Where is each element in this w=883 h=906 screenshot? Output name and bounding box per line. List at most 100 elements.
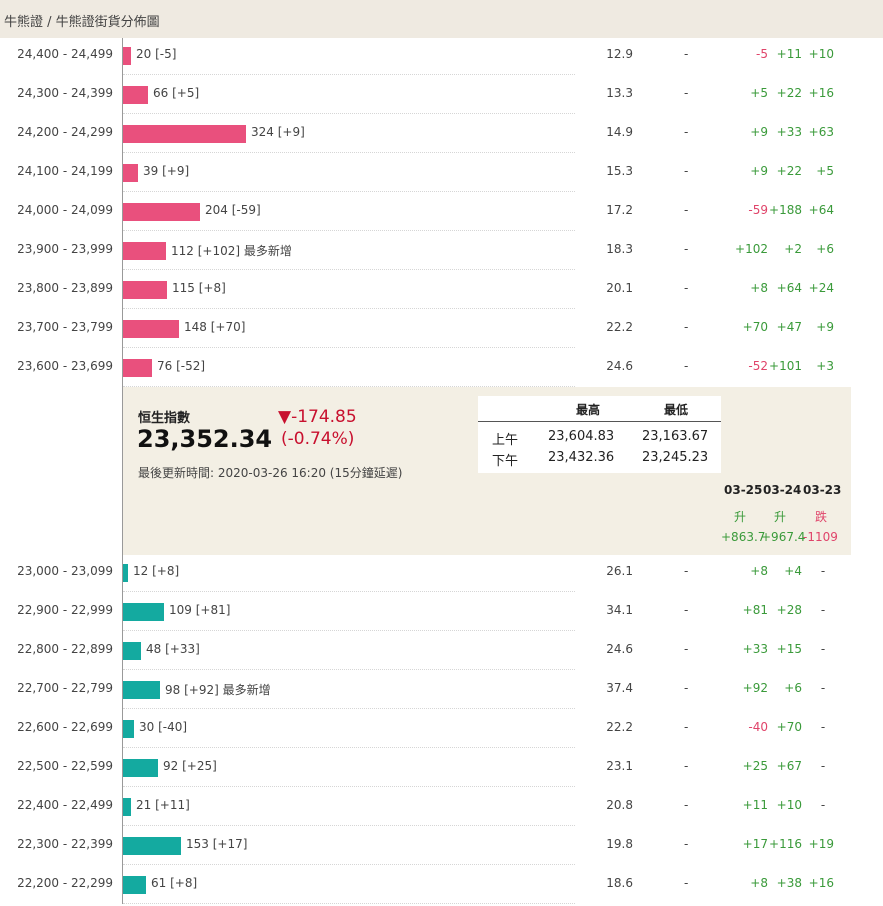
pm-label: 下午 (492, 454, 519, 469)
change-day-1: +25 (742, 759, 768, 773)
bull-bar[interactable] (123, 281, 167, 299)
bar-label: 115 [+8] (172, 281, 226, 295)
bar-label: 153 [+17] (186, 837, 247, 851)
table-row: 24,200 - 24,299 324 [+9] 14.9 - +9 +33 +63 (0, 116, 883, 155)
change-day-2: +4 (784, 564, 802, 578)
most-added-tag: 最多新增 (222, 683, 271, 697)
bar-label: 61 [+8] (151, 876, 197, 890)
ratio-value: 22.2 (606, 720, 633, 734)
ratio-value: 22.2 (606, 320, 633, 334)
day-date-1: 03-25 (724, 483, 763, 497)
strike-range: 22,700 - 22,799 (17, 681, 113, 695)
table-row: 22,200 - 22,299 61 [+8] 18.6 - +8 +38 +16 (0, 867, 883, 906)
table-row: 23,000 - 23,099 12 [+8] 26.1 - +8 +4 - (0, 555, 883, 594)
row-divider (123, 630, 575, 631)
change-day-1: +17 (742, 837, 768, 851)
row-divider (123, 669, 575, 670)
bar-label: 20 [-5] (136, 47, 176, 61)
ratio-value: 24.6 (606, 359, 633, 373)
row-divider (123, 230, 575, 231)
table-row: 24,300 - 24,399 66 [+5] 13.3 - +5 +22 +16 (0, 77, 883, 116)
change-day-3: +63 (808, 125, 834, 139)
empty-value: - (684, 242, 689, 256)
empty-value: - (684, 164, 689, 178)
table-row: 23,800 - 23,899 115 [+8] 20.1 - +8 +64 +24 (0, 272, 883, 311)
change-day-3: - (820, 642, 826, 656)
bull-bar[interactable] (123, 125, 246, 143)
ratio-value: 20.1 (606, 281, 633, 295)
bear-bar[interactable] (123, 564, 128, 582)
am-high: 23,604.83 (548, 429, 615, 444)
ratio-value: 24.6 (606, 642, 633, 656)
ratio-value: 12.9 (606, 47, 633, 61)
table-row: 24,100 - 24,199 39 [+9] 15.3 - +9 +22 +5 (0, 155, 883, 194)
strike-range: 24,400 - 24,499 (17, 47, 113, 61)
bar-value-label: 92 [+25] (163, 759, 217, 773)
empty-value: - (684, 681, 689, 695)
empty-value: - (684, 86, 689, 100)
bull-bar[interactable] (123, 242, 166, 260)
high-low-table: 最高 最低 上午 23,604.83 23,163.67 下午 23,432.3… (478, 396, 721, 473)
ratio-value: 19.8 (606, 837, 633, 851)
index-panel: 恒生指數 23,352.34 ▼-174.85 (-0.74%) 最後更新時間:… (123, 387, 851, 555)
ratio-value: 13.3 (606, 86, 633, 100)
table-row: 24,400 - 24,499 20 [-5] 12.9 - -5 +11 +10 (0, 38, 883, 77)
bar-label: 76 [-52] (157, 359, 205, 373)
change-day-1: +92 (742, 681, 768, 695)
change-day-2: +6 (784, 681, 802, 695)
bear-bar[interactable] (123, 681, 160, 699)
table-row: 22,700 - 22,799 98 [+92] 最多新增 37.4 - +92 +6 - (0, 672, 883, 711)
bar-label: 112 [+102] 最多新增 (171, 242, 292, 259)
change-day-3: +16 (808, 876, 834, 890)
day-date-3: 03-23 (803, 483, 842, 497)
bear-bar[interactable] (123, 603, 164, 621)
change-day-2: +47 (776, 320, 802, 334)
row-divider (123, 864, 575, 865)
bull-bar[interactable] (123, 203, 200, 221)
bull-bar[interactable] (123, 47, 131, 65)
change-day-1: +81 (742, 603, 768, 617)
change-day-1: +8 (750, 876, 768, 890)
bear-bar[interactable] (123, 837, 181, 855)
bar-value-label: 153 [+17] (186, 837, 248, 851)
row-divider (123, 747, 575, 748)
strike-range: 24,300 - 24,399 (17, 86, 113, 100)
bear-bar[interactable] (123, 759, 158, 777)
day-date-2: 03-24 (763, 483, 802, 497)
change-day-2: +70 (776, 720, 802, 734)
strike-range: 24,100 - 24,199 (17, 164, 113, 178)
bull-bar[interactable] (123, 359, 152, 377)
empty-value: - (684, 320, 689, 334)
strike-range: 23,700 - 23,799 (17, 320, 113, 334)
change-day-1: +33 (742, 642, 768, 656)
change-day-3: +64 (808, 203, 834, 217)
bar-label: 98 [+92] 最多新增 (165, 681, 271, 698)
empty-value: - (684, 359, 689, 373)
row-divider (123, 152, 575, 153)
bear-bar[interactable] (123, 720, 134, 738)
bear-bar[interactable] (123, 876, 146, 894)
bull-bar[interactable] (123, 320, 179, 338)
bar-value-label: 20 [-5] (136, 47, 177, 61)
bull-bar[interactable] (123, 164, 138, 182)
bar-label: 92 [+25] (163, 759, 217, 773)
bar-label: 21 [+11] (136, 798, 190, 812)
bull-bar[interactable] (123, 86, 148, 104)
most-added-tag: 最多新增 (243, 244, 292, 258)
row-divider (123, 308, 575, 309)
bear-bar[interactable] (123, 798, 131, 816)
am-low: 23,163.67 (642, 429, 709, 444)
change-day-3: +24 (808, 281, 834, 295)
bar-value-label: 66 [+5] (153, 86, 200, 100)
table-row: 22,800 - 22,899 48 [+33] 24.6 - +33 +15 - (0, 633, 883, 672)
change-day-3: +9 (816, 320, 834, 334)
bear-bar[interactable] (123, 642, 141, 660)
ratio-value: 34.1 (606, 603, 633, 617)
table-row: 23,700 - 23,799 148 [+70] 22.2 - +70 +47 +9 (0, 311, 883, 350)
bar-value-label: 21 [+11] (136, 798, 190, 812)
breadcrumb[interactable]: 牛熊證 / 牛熊證街貨分佈圖 (4, 15, 160, 30)
change-day-2: +11 (776, 47, 802, 61)
change-day-2: +22 (776, 164, 802, 178)
change-day-2: +33 (776, 125, 802, 139)
change-day-3: - (820, 759, 826, 773)
